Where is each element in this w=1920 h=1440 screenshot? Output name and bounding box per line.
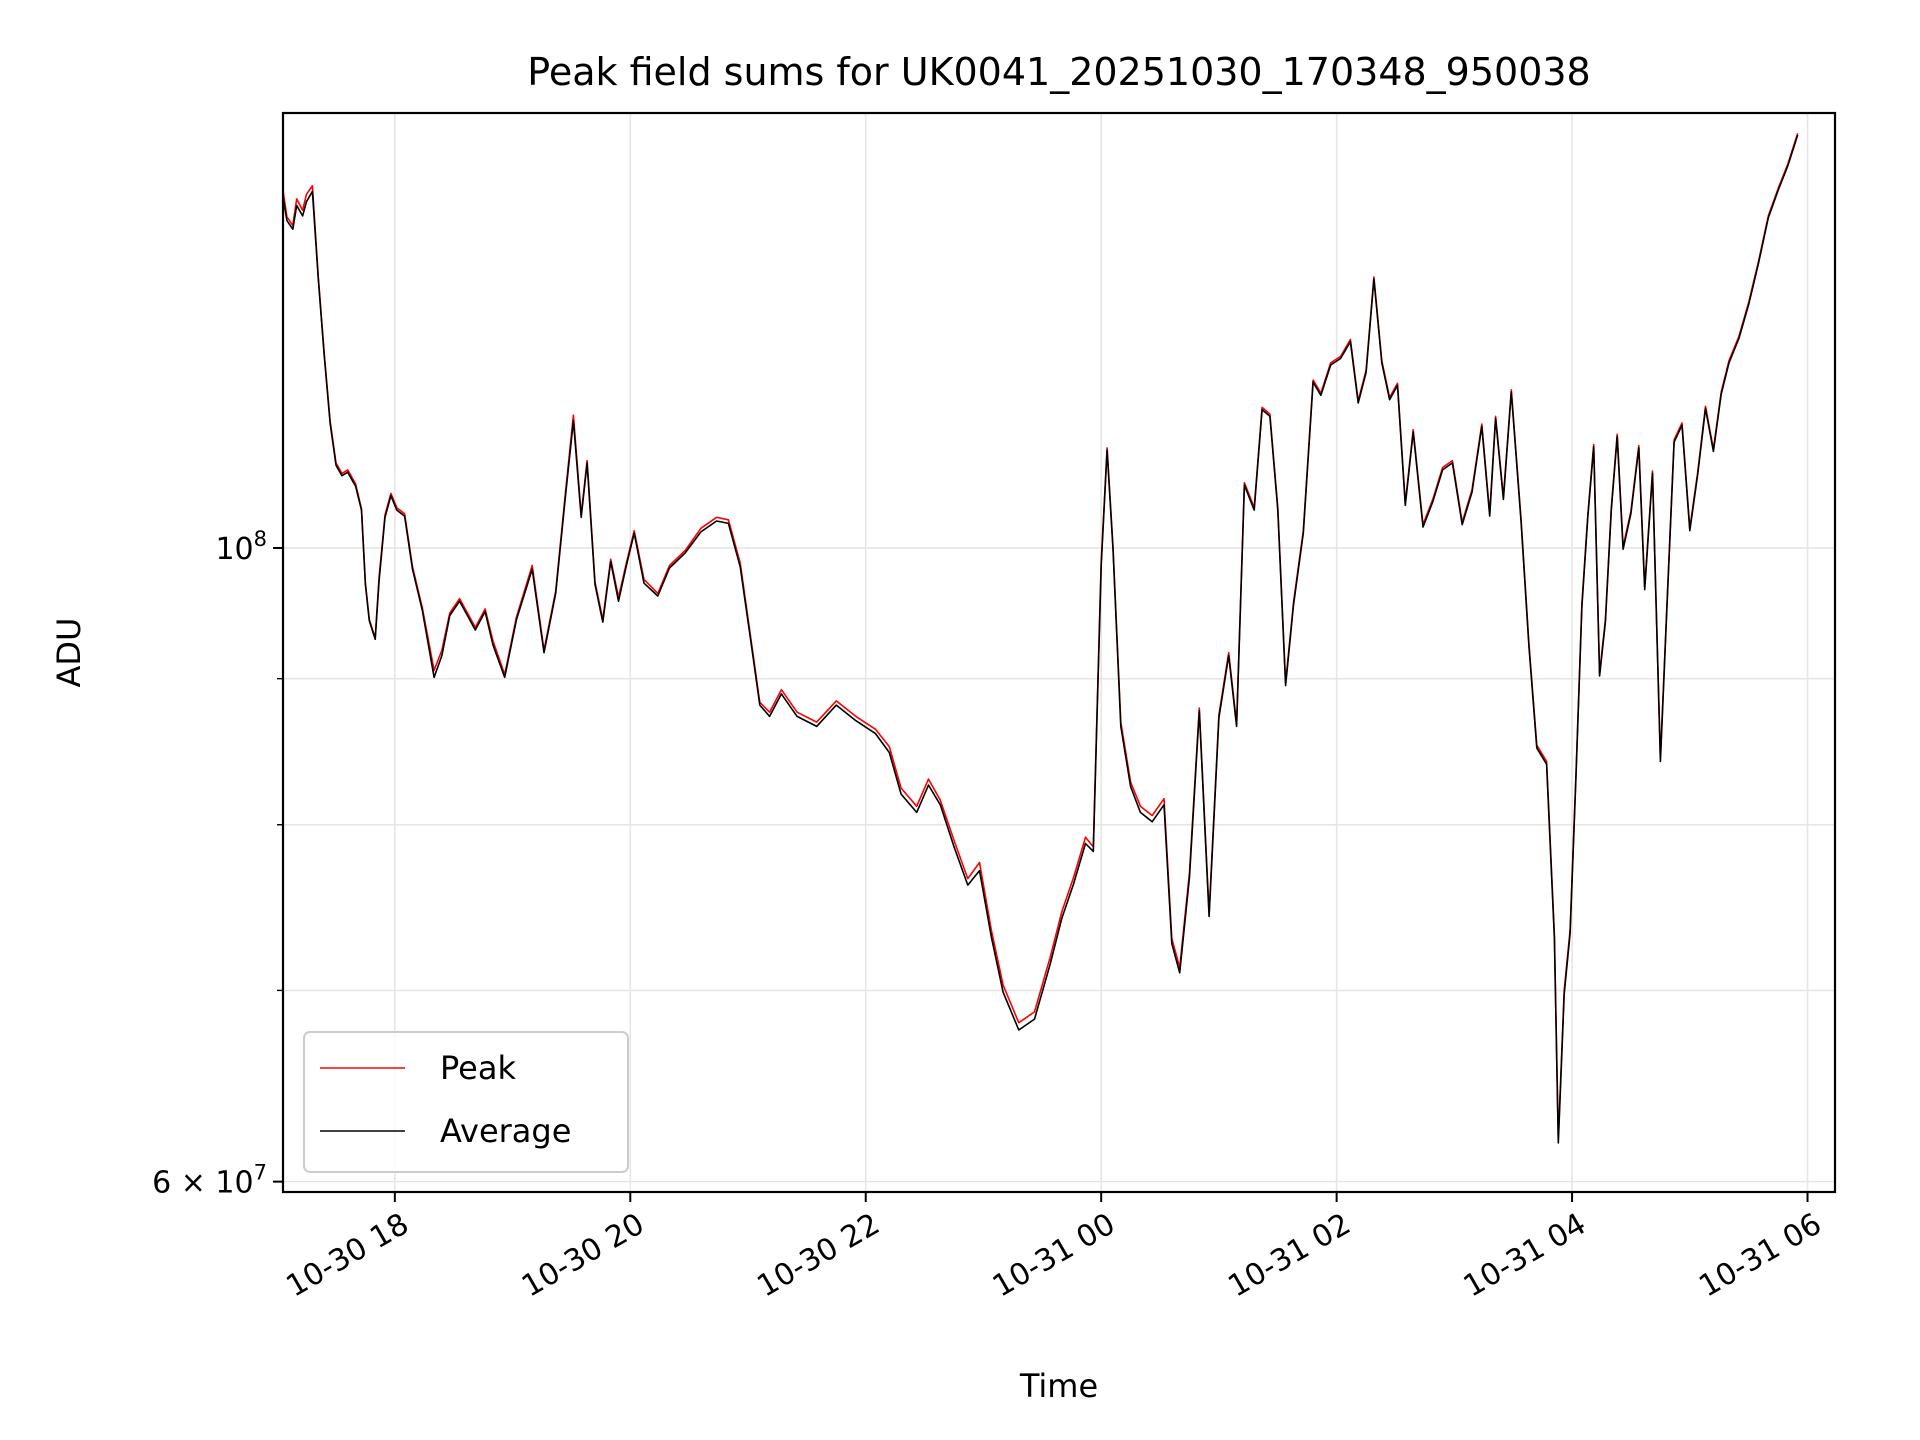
- grid: [283, 113, 1835, 1192]
- y-tick-label: 108: [215, 527, 267, 567]
- y-tick-label: 6 × 107: [152, 1161, 267, 1201]
- y-axis: 108 6 × 107: [152, 527, 283, 1201]
- legend-box: [303, 1031, 629, 1173]
- legend-label-peak: Peak: [440, 1049, 516, 1087]
- legend: Peak Average: [303, 1031, 629, 1173]
- x-axis-title: Time: [1019, 1367, 1098, 1405]
- legend-label-average: Average: [440, 1112, 571, 1150]
- series-lines: [282, 133, 1799, 1144]
- y-axis-title: ADU: [50, 618, 88, 688]
- series-line-average: [282, 134, 1799, 1144]
- plot-frame: [281, 111, 1837, 1194]
- chart-title: Peak field sums for UK0041_20251030_1703…: [527, 50, 1590, 94]
